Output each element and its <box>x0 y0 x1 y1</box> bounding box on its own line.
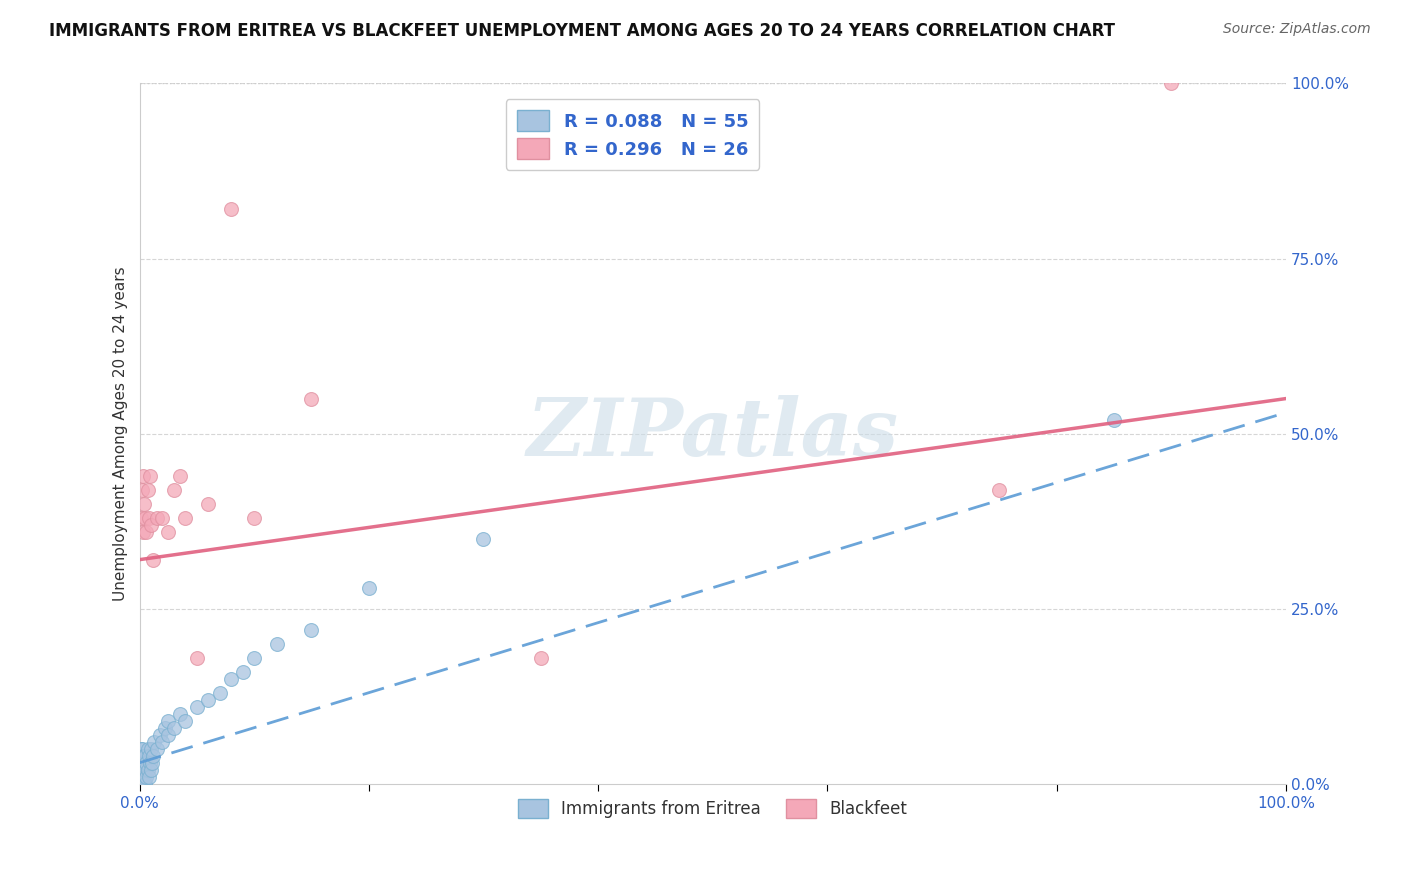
Point <box>174 714 197 728</box>
Point <box>145 741 167 756</box>
Point <box>135 524 157 539</box>
Point <box>131 763 153 777</box>
Point <box>145 510 167 524</box>
Point <box>243 650 266 665</box>
Point <box>131 756 153 770</box>
Point <box>134 748 156 763</box>
Point <box>169 706 191 721</box>
Point <box>138 770 160 784</box>
Point <box>131 741 153 756</box>
Point <box>301 623 323 637</box>
Point <box>197 497 219 511</box>
Point <box>139 741 162 756</box>
Point <box>149 728 172 742</box>
Point <box>1102 412 1125 426</box>
Point <box>131 770 153 784</box>
Point <box>134 510 156 524</box>
Point <box>134 777 156 791</box>
Text: ZIPatlas: ZIPatlas <box>527 395 898 473</box>
Point <box>139 756 162 770</box>
Legend: Immigrants from Eritrea, Blackfeet: Immigrants from Eritrea, Blackfeet <box>512 792 914 824</box>
Point <box>301 392 323 406</box>
Point <box>153 721 176 735</box>
Point <box>163 483 186 497</box>
Point <box>132 763 155 777</box>
Point <box>243 510 266 524</box>
Point <box>219 672 242 686</box>
Point <box>143 735 166 749</box>
Point <box>132 524 155 539</box>
Point <box>139 517 162 532</box>
Point <box>131 483 153 497</box>
Point <box>134 770 156 784</box>
Point <box>139 468 162 483</box>
Point <box>152 510 174 524</box>
Point <box>142 552 165 566</box>
Point <box>132 748 155 763</box>
Point <box>266 637 288 651</box>
Point <box>988 483 1011 497</box>
Point <box>134 763 156 777</box>
Point <box>142 748 165 763</box>
Point <box>152 735 174 749</box>
Point <box>1160 77 1182 91</box>
Point <box>141 756 163 770</box>
Point <box>136 741 159 756</box>
Point <box>208 686 231 700</box>
Point <box>132 468 155 483</box>
Point <box>129 777 152 791</box>
Text: IMMIGRANTS FROM ERITREA VS BLACKFEET UNEMPLOYMENT AMONG AGES 20 TO 24 YEARS CORR: IMMIGRANTS FROM ERITREA VS BLACKFEET UNE… <box>49 22 1115 40</box>
Point <box>132 770 155 784</box>
Point <box>472 532 495 546</box>
Point <box>134 777 156 791</box>
Text: Source: ZipAtlas.com: Source: ZipAtlas.com <box>1223 22 1371 37</box>
Point <box>157 524 180 539</box>
Point <box>135 770 157 784</box>
Point <box>219 202 242 217</box>
Point <box>129 741 152 756</box>
Point <box>530 650 553 665</box>
Y-axis label: Unemployment Among Ages 20 to 24 years: Unemployment Among Ages 20 to 24 years <box>114 267 128 601</box>
Point <box>138 510 160 524</box>
Point <box>163 721 186 735</box>
Point <box>129 763 152 777</box>
Point <box>357 581 380 595</box>
Point <box>129 763 152 777</box>
Point <box>131 777 153 791</box>
Point <box>129 777 152 791</box>
Point <box>157 728 180 742</box>
Point <box>129 770 152 784</box>
Point <box>134 497 156 511</box>
Point <box>157 714 180 728</box>
Point <box>186 650 208 665</box>
Point <box>129 756 152 770</box>
Point <box>135 756 157 770</box>
Point <box>169 468 191 483</box>
Point <box>139 763 162 777</box>
Point <box>129 777 152 791</box>
Point <box>136 483 159 497</box>
Point <box>232 665 254 679</box>
Point <box>174 510 197 524</box>
Point <box>134 756 156 770</box>
Point <box>186 699 208 714</box>
Point <box>129 510 152 524</box>
Point <box>197 692 219 706</box>
Point <box>132 777 155 791</box>
Point <box>136 763 159 777</box>
Point <box>138 748 160 763</box>
